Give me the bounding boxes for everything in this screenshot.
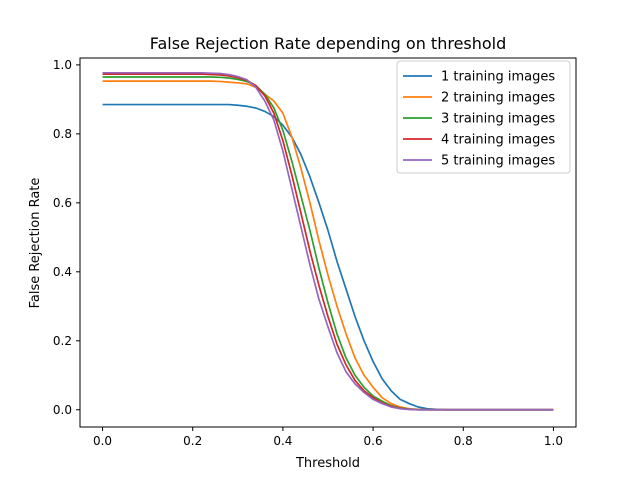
- x-tick-label: 0.8: [454, 434, 473, 448]
- chart-title: False Rejection Rate depending on thresh…: [150, 34, 507, 53]
- y-tick-label: 0.4: [53, 265, 72, 279]
- x-tick-label: 0.4: [273, 434, 292, 448]
- series-line-5: [102, 71, 554, 411]
- y-axis-ticks: 0.0 0.2 0.4 0.6 0.8 1.0: [53, 58, 80, 417]
- y-tick-label: 0.2: [53, 334, 72, 348]
- legend: 1 training images 2 training images 3 trai…: [396, 60, 571, 174]
- x-axis-ticks: 0.0 0.2 0.4 0.6 0.8 1.0: [93, 427, 563, 448]
- x-axis-label: Threshold: [295, 456, 360, 471]
- y-tick-label: 1.0: [53, 58, 72, 72]
- legend-label-3: 3 training images: [441, 112, 555, 127]
- x-tick-label: 1.0: [544, 434, 563, 448]
- legend-box: [396, 60, 571, 174]
- x-tick-label: 0.6: [364, 434, 383, 448]
- legend-label-2: 2 training images: [441, 91, 555, 106]
- legend-items: 1 training images 2 training images 3 trai…: [403, 70, 555, 169]
- x-tick-label: 0.2: [183, 434, 202, 448]
- legend-label-5: 5 training images: [441, 154, 555, 169]
- y-tick-label: 0.8: [53, 127, 72, 141]
- x-tick-label: 0.0: [93, 434, 112, 448]
- y-tick-label: 0.0: [53, 403, 72, 417]
- legend-label-1: 1 training images: [441, 70, 555, 85]
- legend-label-4: 4 training images: [441, 133, 555, 148]
- y-tick-label: 0.6: [53, 196, 72, 210]
- series-lines: [102, 71, 554, 411]
- plot-area: 0.0 0.2 0.4 0.6 0.8 1.0 0.0 0.2 0.4 0.6 0.8 1.0: [53, 57, 577, 448]
- y-axis-label: False Rejection Rate: [28, 178, 43, 309]
- axes-frame: [79, 57, 577, 428]
